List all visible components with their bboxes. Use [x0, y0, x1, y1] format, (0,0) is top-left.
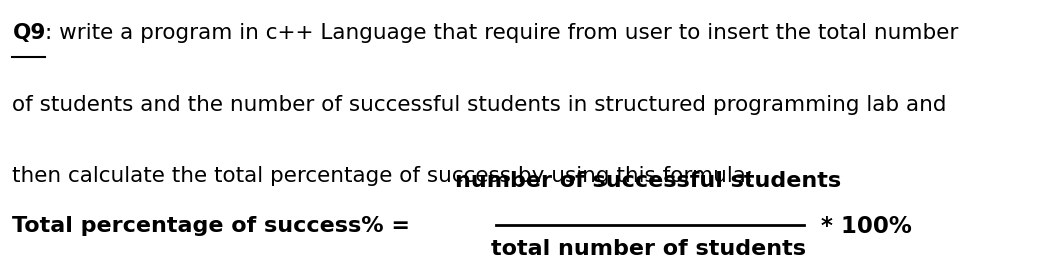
Text: Total percentage of success% =: Total percentage of success% = [12, 216, 411, 236]
Text: of students and the number of successful students in structured programming lab : of students and the number of successful… [12, 95, 947, 115]
Text: total number of students: total number of students [491, 239, 806, 259]
Text: Q9: Q9 [12, 23, 46, 43]
Text: * 100%: * 100% [821, 215, 913, 238]
Text: then calculate the total percentage of success by using this formula:: then calculate the total percentage of s… [12, 166, 754, 186]
Text: : write a program in c++ Language that require from user to insert the total num: : write a program in c++ Language that r… [45, 23, 958, 43]
Text: number of successful students: number of successful students [455, 171, 841, 191]
